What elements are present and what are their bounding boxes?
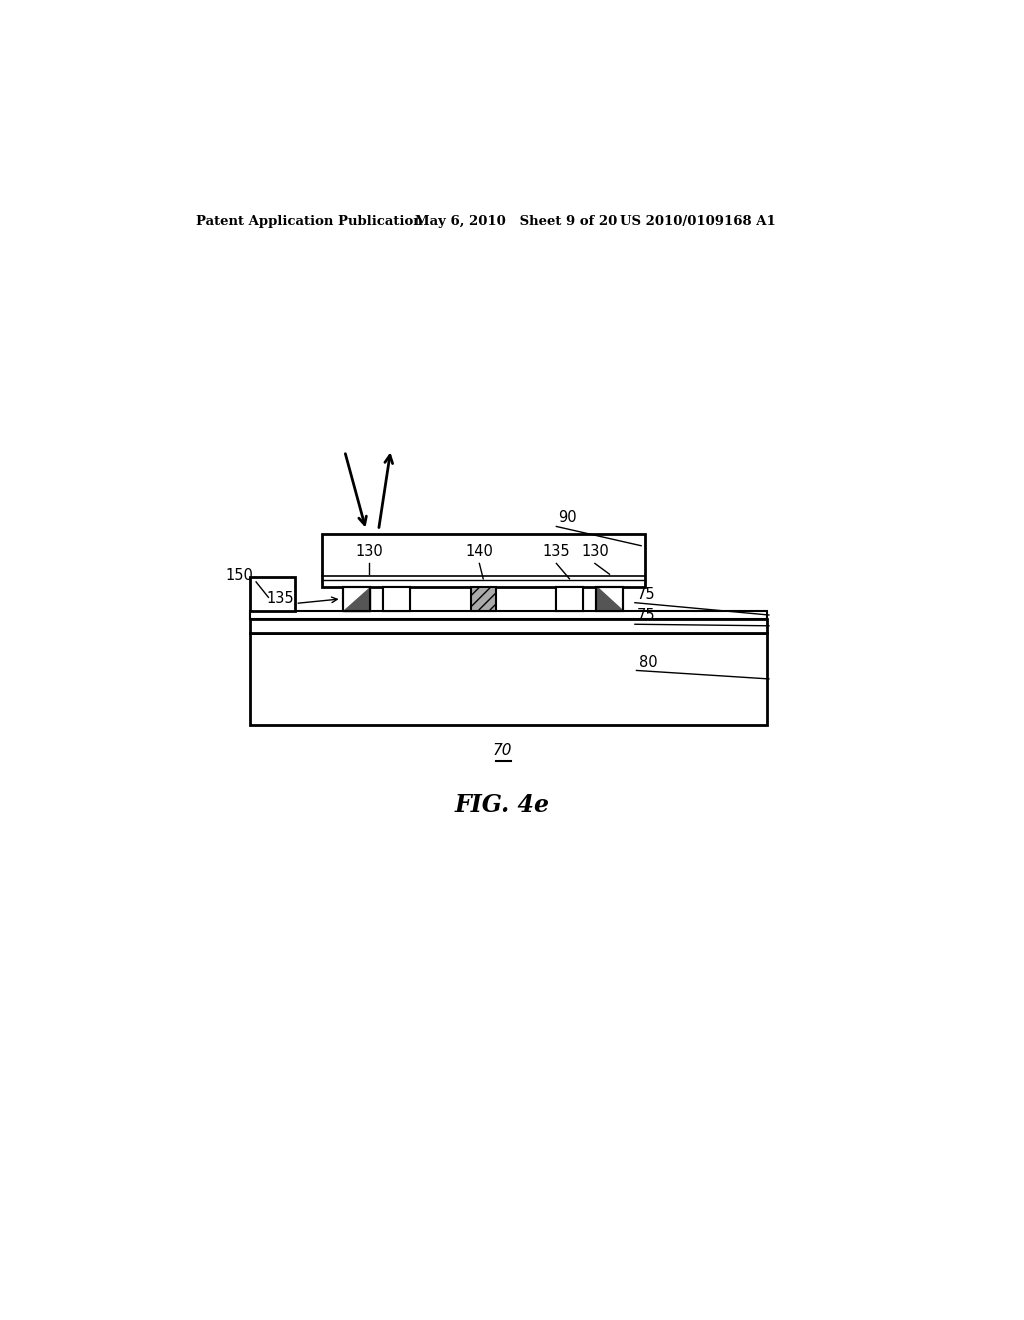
Bar [596,586,624,611]
Text: 90: 90 [558,510,577,525]
Text: US 2010/0109168 A1: US 2010/0109168 A1 [620,215,775,228]
Text: 75: 75 [637,609,655,623]
Bar [556,586,584,611]
Bar [250,632,767,725]
Bar [343,586,370,611]
Bar [343,586,370,611]
Text: Patent Application Publication: Patent Application Publication [196,215,423,228]
Text: 130: 130 [581,544,608,558]
Bar [383,586,410,611]
Polygon shape [596,586,624,611]
Text: May 6, 2010   Sheet 9 of 20: May 6, 2010 Sheet 9 of 20 [416,215,617,228]
Bar [322,535,645,586]
Bar [556,586,584,611]
Text: 140: 140 [466,544,494,558]
Text: 75: 75 [637,587,655,602]
Bar [596,586,624,611]
Text: FIG. 4e: FIG. 4e [455,793,550,817]
Bar [383,586,410,611]
Text: 135: 135 [543,544,570,558]
Bar [471,586,496,611]
Text: 80: 80 [639,655,657,669]
Bar [250,577,295,611]
Text: 130: 130 [355,544,383,558]
Text: 70: 70 [493,743,512,758]
Bar [250,611,767,619]
Bar [250,619,767,632]
Text: 135: 135 [266,591,294,606]
Text: 150: 150 [226,569,254,583]
Polygon shape [343,586,370,611]
